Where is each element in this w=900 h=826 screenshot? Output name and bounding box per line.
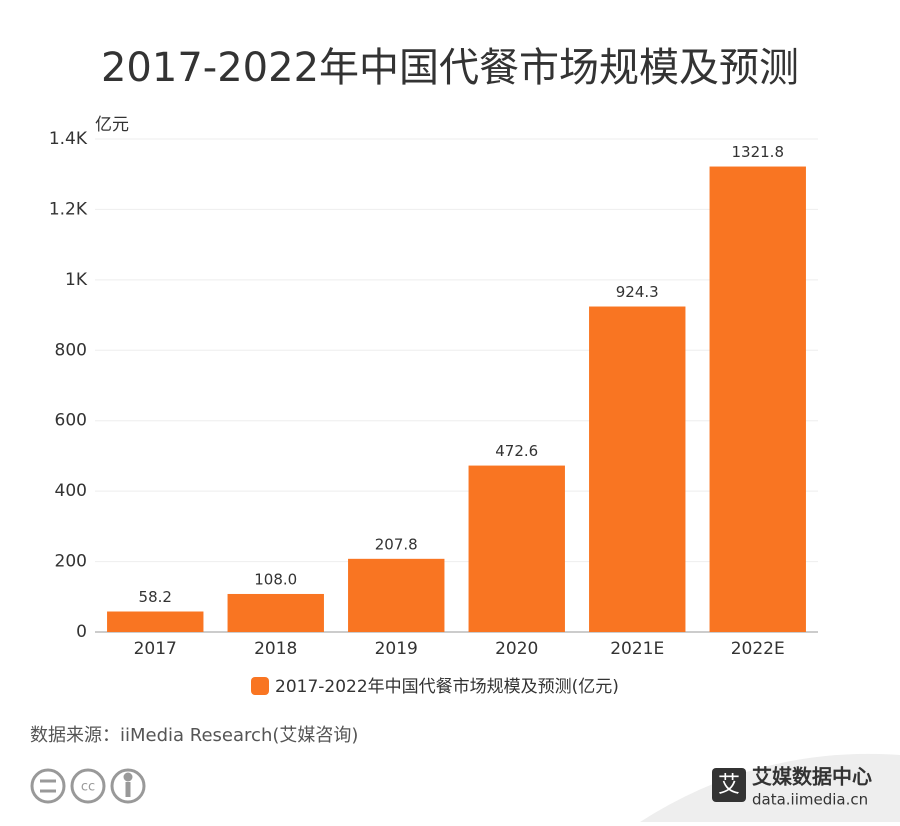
value-label: 108.0	[254, 570, 297, 588]
y-tick-label: 600	[55, 411, 87, 431]
value-label: 472.6	[495, 442, 538, 460]
legend-swatch	[251, 677, 269, 695]
chart-title: 2017-2022年中国代餐市场规模及预测	[101, 45, 799, 91]
value-label: 924.3	[616, 283, 659, 301]
bar	[589, 306, 686, 632]
x-tick-label: 2019	[375, 639, 418, 659]
svg-text:cc: cc	[81, 780, 95, 795]
bar	[107, 611, 204, 632]
bar	[468, 465, 565, 632]
y-tick-label: 200	[55, 552, 87, 572]
logo-mark	[712, 768, 746, 802]
license-icons: cc	[30, 768, 146, 804]
logo-glyph: 艾	[718, 773, 740, 798]
y-tick-label: 1K	[65, 270, 88, 290]
bar	[348, 558, 445, 632]
y-tick-label: 800	[55, 340, 87, 360]
y-tick-label: 400	[55, 481, 87, 501]
brand-url: data.iimedia.cn	[752, 791, 868, 809]
bar	[227, 593, 324, 632]
value-label: 58.2	[139, 588, 172, 606]
legend-label: 2017-2022年中国代餐市场规模及预测(亿元)	[275, 677, 619, 697]
brand: 艾媒数据中心	[752, 765, 872, 789]
y-axis-label: 亿元	[95, 115, 129, 135]
source-note: 数据来源：iiMedia Research(艾媒咨询)	[30, 725, 358, 746]
x-tick-label: 2017	[134, 639, 177, 659]
bar	[709, 166, 806, 632]
value-label: 1321.8	[732, 143, 785, 161]
logo-background	[640, 753, 900, 822]
y-tick-label: 1.2K	[49, 199, 88, 219]
y-tick-label: 1.4K	[49, 129, 88, 149]
x-tick-label: 2018	[254, 639, 297, 659]
x-tick-label: 2022E	[731, 639, 785, 659]
y-tick-label: 0	[76, 622, 87, 642]
value-label: 207.8	[375, 535, 418, 553]
x-tick-label: 2021E	[610, 639, 664, 659]
x-tick-label: 2020	[495, 639, 538, 659]
